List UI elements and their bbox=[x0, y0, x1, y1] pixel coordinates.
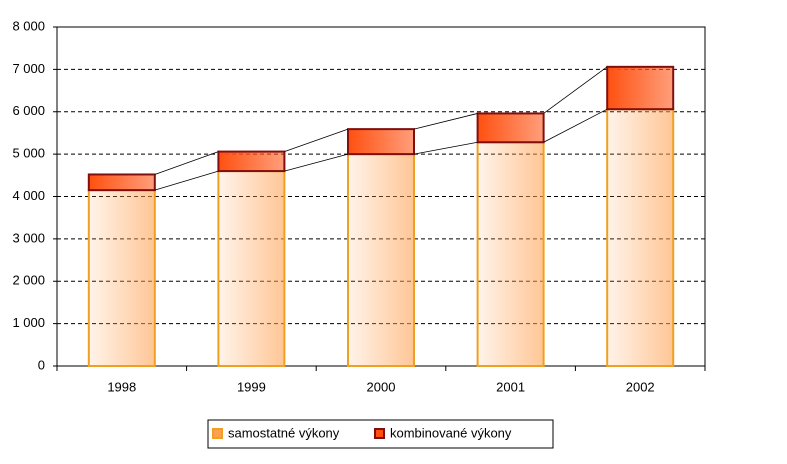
x-tick-label: 2002 bbox=[626, 379, 655, 394]
bar-segment bbox=[347, 128, 415, 156]
x-tick-label: 1999 bbox=[237, 379, 266, 394]
y-tick-label: 0 bbox=[38, 357, 45, 372]
series-line bbox=[154, 170, 219, 191]
legend-label: kombinované výkony bbox=[390, 425, 512, 440]
y-tick-label: 6 000 bbox=[12, 103, 45, 118]
y-tick-label: 7 000 bbox=[12, 61, 45, 76]
bar-segment bbox=[87, 189, 156, 367]
bar-segment bbox=[606, 108, 675, 368]
series-line bbox=[413, 141, 478, 155]
legend: samostatné výkony kombinované výkony bbox=[207, 419, 554, 449]
y-tick-label: 8 000 bbox=[12, 18, 45, 33]
bar-segment bbox=[87, 173, 156, 192]
y-tick-label: 4 000 bbox=[12, 188, 45, 203]
legend-swatch bbox=[374, 428, 385, 439]
bar-segment bbox=[217, 150, 286, 173]
legend-swatch bbox=[212, 428, 223, 439]
y-tick-label: 5 000 bbox=[12, 146, 45, 161]
x-tick-label: 2000 bbox=[367, 379, 396, 394]
series-line bbox=[543, 66, 608, 114]
y-tick-label: 1 000 bbox=[12, 315, 45, 330]
bar-segment bbox=[476, 141, 545, 367]
bar-segment bbox=[217, 170, 286, 367]
series-line bbox=[543, 108, 608, 143]
x-tick-label: 2001 bbox=[496, 379, 525, 394]
series-line bbox=[284, 128, 349, 152]
legend-label: samostatné výkony bbox=[228, 425, 340, 440]
series-line bbox=[284, 153, 349, 172]
series-line bbox=[154, 151, 219, 175]
y-tick-label: 3 000 bbox=[12, 230, 45, 245]
bar-segment bbox=[347, 153, 415, 367]
bar-segment bbox=[606, 65, 675, 111]
series-line bbox=[413, 113, 478, 130]
x-tick-label: 1998 bbox=[107, 379, 136, 394]
bar-segment bbox=[476, 112, 545, 144]
y-tick-label: 2 000 bbox=[12, 273, 45, 288]
